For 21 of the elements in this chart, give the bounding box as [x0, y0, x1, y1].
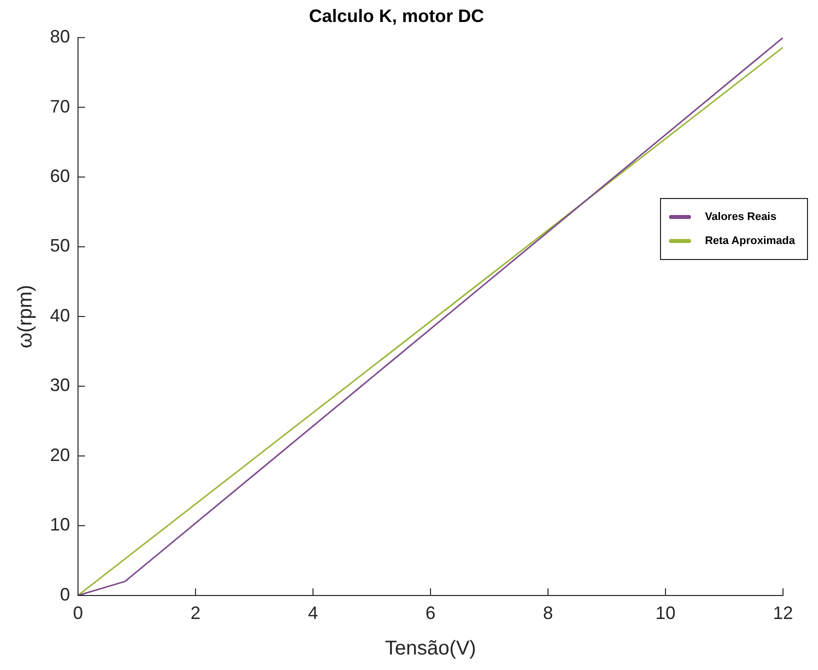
legend-label: Valores Reais — [704, 211, 776, 223]
chart-title: Calculo K, motor DC — [308, 6, 484, 26]
y-tick-label: 40 — [50, 305, 70, 326]
x-tick-label: 0 — [73, 603, 84, 624]
legend-label: Reta Aproximada — [704, 235, 795, 247]
y-tick-label: 20 — [50, 444, 70, 465]
x-tick-label: 4 — [308, 603, 318, 624]
y-tick-label: 30 — [50, 375, 70, 396]
x-tick-label: 2 — [190, 603, 201, 624]
x-tick-label: 8 — [543, 603, 554, 624]
y-tick-label: 70 — [50, 96, 70, 116]
y-tick-label: 60 — [50, 166, 70, 186]
y-tick-label: 80 — [50, 26, 70, 47]
y-axis-title: ω(rpm) — [14, 284, 37, 348]
y-tick-label: 10 — [50, 514, 70, 535]
y-tick-label: 0 — [60, 584, 70, 604]
x-tick-label: 10 — [655, 603, 676, 624]
x-tick-label: 12 — [772, 603, 794, 624]
x-tick-label: 6 — [426, 603, 436, 624]
x-axis-title: Tensão(V) — [384, 638, 476, 660]
y-tick-label: 50 — [50, 236, 70, 256]
